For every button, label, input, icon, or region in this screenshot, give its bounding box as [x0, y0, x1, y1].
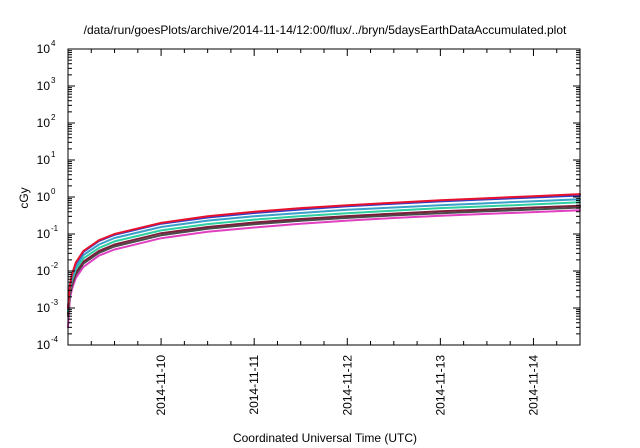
y-tick-label: 10 — [37, 42, 51, 56]
y-tick-label-exponent: -2 — [51, 261, 59, 270]
series-group — [67, 193, 581, 329]
y-tick-label-exponent: 1 — [51, 150, 56, 159]
y-tick-label-exponent: -3 — [51, 298, 59, 307]
series-line-1 — [67, 193, 581, 309]
y-axis-label: cGy — [17, 187, 31, 208]
y-tick-label-exponent: 4 — [51, 39, 56, 48]
y-tick-label: 10 — [37, 227, 51, 241]
x-tick-label: 2014-11-10 — [154, 355, 168, 416]
y-tick-label: 10 — [37, 264, 51, 278]
series-line-7 — [67, 209, 581, 329]
y-tick-label: 10 — [37, 116, 51, 130]
y-tick-label-exponent: 3 — [51, 76, 56, 85]
plot-frame — [67, 48, 581, 346]
y-tick-label: 10 — [37, 153, 51, 167]
series-line-5 — [67, 204, 581, 315]
x-tick-label: 2014-11-14 — [526, 355, 540, 416]
y-tick-label-exponent: -4 — [51, 335, 59, 344]
y-tick-label: 10 — [37, 79, 51, 93]
x-axis-label: Coordinated Universal Time (UTC) — [233, 431, 417, 445]
y-tick-label: 10 — [37, 190, 51, 204]
x-tick-label: 2014-11-11 — [247, 355, 261, 415]
y-tick-label-exponent: 2 — [51, 113, 56, 122]
x-tick-label: 2014-11-13 — [433, 355, 447, 416]
x-tick-label: 2014-11-12 — [340, 355, 354, 416]
y-tick-label: 10 — [37, 338, 51, 352]
y-tick-label-exponent: -1 — [51, 224, 59, 233]
chart-title: /data/run/goesPlots/archive/2014-11-14/1… — [84, 23, 567, 37]
series-line-3 — [67, 198, 581, 311]
y-tick-label-exponent: 0 — [51, 187, 56, 196]
y-tick-label: 10 — [37, 301, 51, 315]
series-line-6 — [67, 206, 581, 318]
